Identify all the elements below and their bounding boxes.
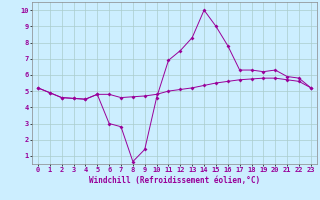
X-axis label: Windchill (Refroidissement éolien,°C): Windchill (Refroidissement éolien,°C) bbox=[89, 176, 260, 185]
